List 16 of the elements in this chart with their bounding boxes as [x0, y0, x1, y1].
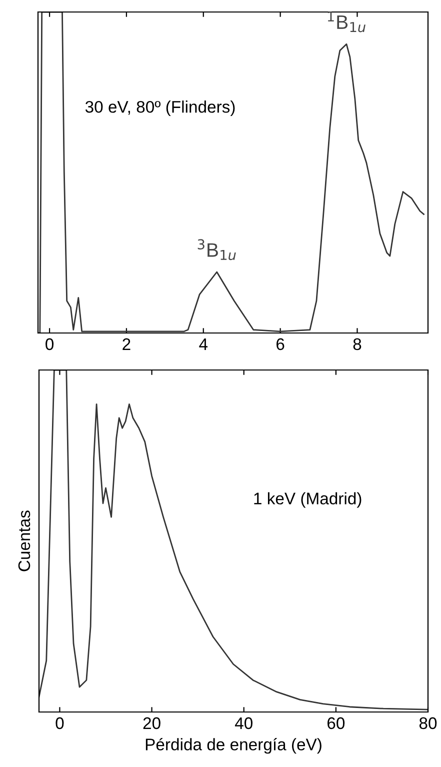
x-tick-label: 6: [276, 338, 284, 350]
x-tick-label: 2: [122, 338, 130, 350]
x-tick-label: 20: [143, 717, 160, 730]
annotation: 30 eV, 80º (Flinders): [85, 100, 235, 116]
x-tick-label: 0: [46, 338, 54, 350]
x-tick-label: 8: [353, 338, 362, 350]
x-tick-label: 0: [56, 717, 64, 730]
x-axis-title: Pérdida de energía (eV): [146, 738, 322, 754]
annotation: $^{1}$B$_{1u}$: [328, 11, 366, 32]
y-axis-title: Cuentas: [18, 510, 30, 572]
x-tick-label: 60: [328, 717, 345, 730]
x-tick-label: 80: [419, 717, 437, 730]
x-tick-label: 40: [234, 717, 252, 730]
annotation: 1 keV (Madrid): [254, 492, 362, 508]
x-tick-label: 4: [199, 338, 208, 350]
annotation: $^{3}$B$_{1u}$: [198, 239, 236, 260]
